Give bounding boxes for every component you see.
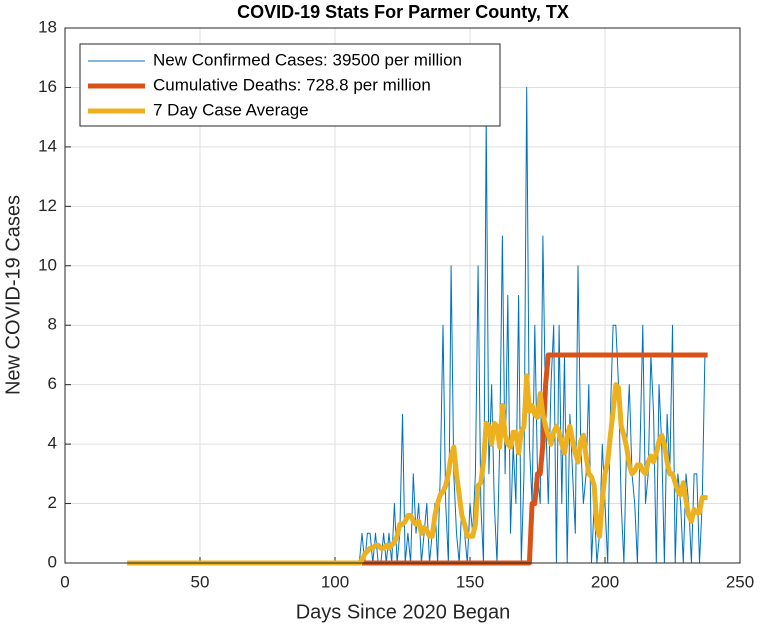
x-tick-label: 200 (591, 572, 619, 591)
x-tick-label: 0 (60, 572, 69, 591)
y-tick-label: 18 (38, 17, 57, 36)
legend-label: Cumulative Deaths: 728.8 per million (153, 75, 431, 94)
x-tick-label: 250 (726, 572, 754, 591)
axes-box (64, 27, 741, 564)
y-tick-label: 4 (48, 434, 57, 453)
chart-title: COVID-19 Stats For Parmer County, TX (237, 2, 569, 22)
y-tick-label: 10 (38, 255, 57, 274)
y-tick-label: 2 (48, 493, 57, 512)
y-tick-label: 12 (38, 196, 57, 215)
x-axis-label: Days Since 2020 Began (296, 601, 511, 623)
legend-label: 7 Day Case Average (153, 100, 309, 119)
y-axis-label: New COVID-19 Cases (2, 195, 24, 395)
y-tick-label: 8 (48, 315, 57, 334)
y-tick-label: 6 (48, 374, 57, 393)
y-tick-label: 0 (48, 552, 57, 571)
legend: New Confirmed Cases: 39500 per million Cu… (79, 43, 501, 127)
x-tick-label: 100 (321, 572, 349, 591)
legend-box (79, 43, 501, 127)
legend-label: New Confirmed Cases: 39500 per million (153, 50, 462, 69)
y-tick-label: 16 (38, 77, 57, 96)
x-tick-label: 150 (456, 572, 484, 591)
x-tick-label: 50 (191, 572, 210, 591)
y-tick-label: 14 (38, 136, 57, 155)
